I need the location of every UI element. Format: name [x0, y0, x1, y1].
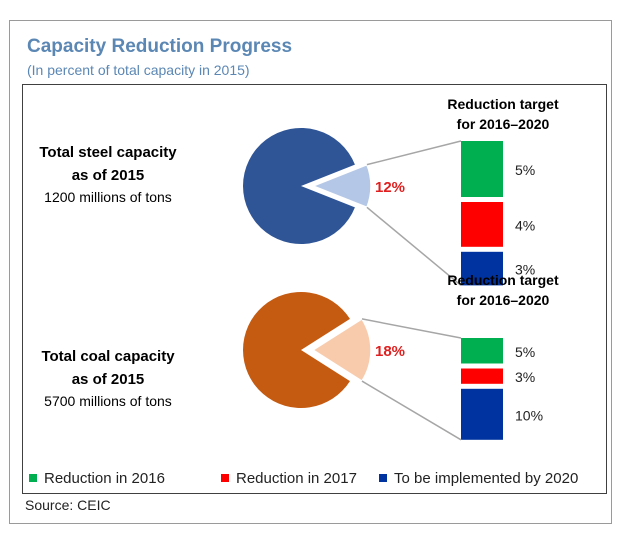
chart-frame — [9, 20, 612, 524]
breakdown-bar-1-1 — [461, 368, 503, 384]
chart-svg: 12% Total steel capacity as of 2015 1200 mi… — [29, 96, 578, 487]
slice-label-1: 18% — [375, 343, 405, 360]
breakdown-label-0-1: 4% — [515, 217, 535, 233]
target-title-line1-1: Reduction target — [447, 272, 559, 288]
chart-subtitle: (In percent of total capacity in 2015) — [27, 62, 250, 78]
legend-marker-0 — [29, 474, 37, 482]
pie-label-line2-1: as of 2015 — [72, 371, 145, 388]
breakdown-bar-1-0 — [461, 338, 503, 364]
breakdown-bar-1-2 — [461, 388, 503, 440]
pie-label-line3-0: 1200 millions of tons — [44, 189, 172, 205]
source-note: Source: CEIC — [25, 497, 111, 513]
plot-area: 12% Total steel capacity as of 2015 1200 mi… — [22, 84, 607, 494]
legend-label-1: Reduction in 2017 — [236, 470, 357, 487]
slice-label-0: 12% — [375, 179, 405, 196]
pie-label-line1-1: Total coal capacity — [41, 348, 175, 365]
connector-top-1 — [361, 318, 462, 339]
breakdown-bar-0-1 — [461, 202, 503, 247]
legend-marker-2 — [379, 474, 387, 482]
breakdown-bar-0-0 — [461, 141, 503, 197]
target-title-line2-1: for 2016–2020 — [457, 292, 550, 308]
pie-slice-remaining-1 — [242, 292, 350, 408]
breakdown-label-0-0: 5% — [515, 162, 535, 178]
connector-bottom-0 — [366, 206, 462, 286]
pie-label-line1-0: Total steel capacity — [39, 144, 177, 161]
connector-top-0 — [366, 140, 462, 166]
breakdown-bar-0-2 — [461, 251, 503, 286]
pie-slice-remaining-0 — [243, 128, 355, 244]
breakdown-label-0-2: 3% — [515, 262, 535, 278]
breakdown-label-1-0: 5% — [515, 344, 535, 360]
breakdown-label-1-1: 3% — [515, 369, 535, 385]
target-title-line2-0: for 2016–2020 — [457, 116, 550, 132]
pie-label-line2-0: as of 2015 — [72, 167, 145, 184]
legend-label-0: Reduction in 2016 — [44, 470, 165, 487]
chart-title: Capacity Reduction Progress — [27, 36, 293, 57]
pie-label-line3-1: 5700 millions of tons — [44, 393, 172, 409]
legend-marker-1 — [221, 474, 229, 482]
target-title-line1-0: Reduction target — [447, 96, 559, 112]
legend-label-2: To be implemented by 2020 — [394, 470, 578, 487]
connector-bottom-1 — [361, 380, 462, 441]
breakdown-label-1-2: 10% — [515, 407, 543, 423]
pie-slice-reduction-1 — [311, 317, 372, 383]
